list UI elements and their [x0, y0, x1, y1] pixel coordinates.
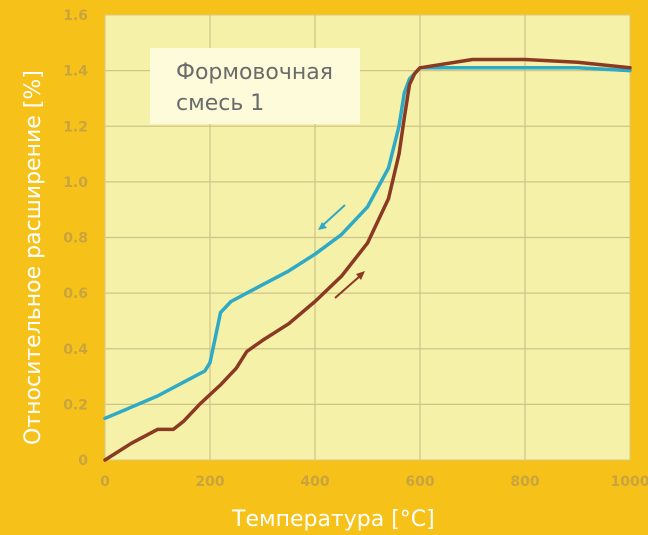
annotation: Формовочная смесь 1 [150, 48, 360, 124]
y-tick-label: 0.4 [63, 342, 88, 358]
series-layer [103, 57, 632, 462]
x-tick-label: 200 [195, 474, 224, 490]
x-tick-label: 400 [300, 474, 329, 490]
y-tick-label: 0.2 [63, 397, 88, 413]
cooling-curve [103, 66, 632, 421]
cooling-arrow [318, 204, 346, 230]
x-tick-label: 600 [405, 474, 434, 490]
annotation-line-2: смесь 1 [176, 91, 264, 116]
x-tick-label: 800 [510, 474, 539, 490]
direction-arrows [318, 204, 365, 299]
y-tick-label: 1.2 [63, 119, 88, 135]
y-tick-label: 1.6 [63, 8, 88, 24]
y-tick-label: 1.0 [63, 175, 88, 191]
y-tick-label: 0.8 [63, 231, 88, 247]
y-axis-ticks: 0 0.2 0.4 0.6 0.8 1.0 1.2 1.4 1.6 [63, 8, 88, 469]
y-axis-title: Относительное расширение [%] [21, 70, 46, 445]
y-tick-label: 1.4 [63, 64, 88, 80]
x-tick-label: 1000 [611, 474, 648, 490]
x-tick-label: 0 [100, 474, 110, 490]
heating-arrow [334, 271, 365, 299]
annotation-line-1: Формовочная [176, 60, 333, 85]
y-tick-label: 0.6 [63, 286, 88, 302]
x-axis-ticks: 0 200 400 600 800 1000 [100, 474, 648, 490]
y-tick-label: 0 [78, 453, 88, 469]
x-axis-title: Температура [°C] [231, 507, 435, 532]
heating-curve [103, 57, 632, 462]
